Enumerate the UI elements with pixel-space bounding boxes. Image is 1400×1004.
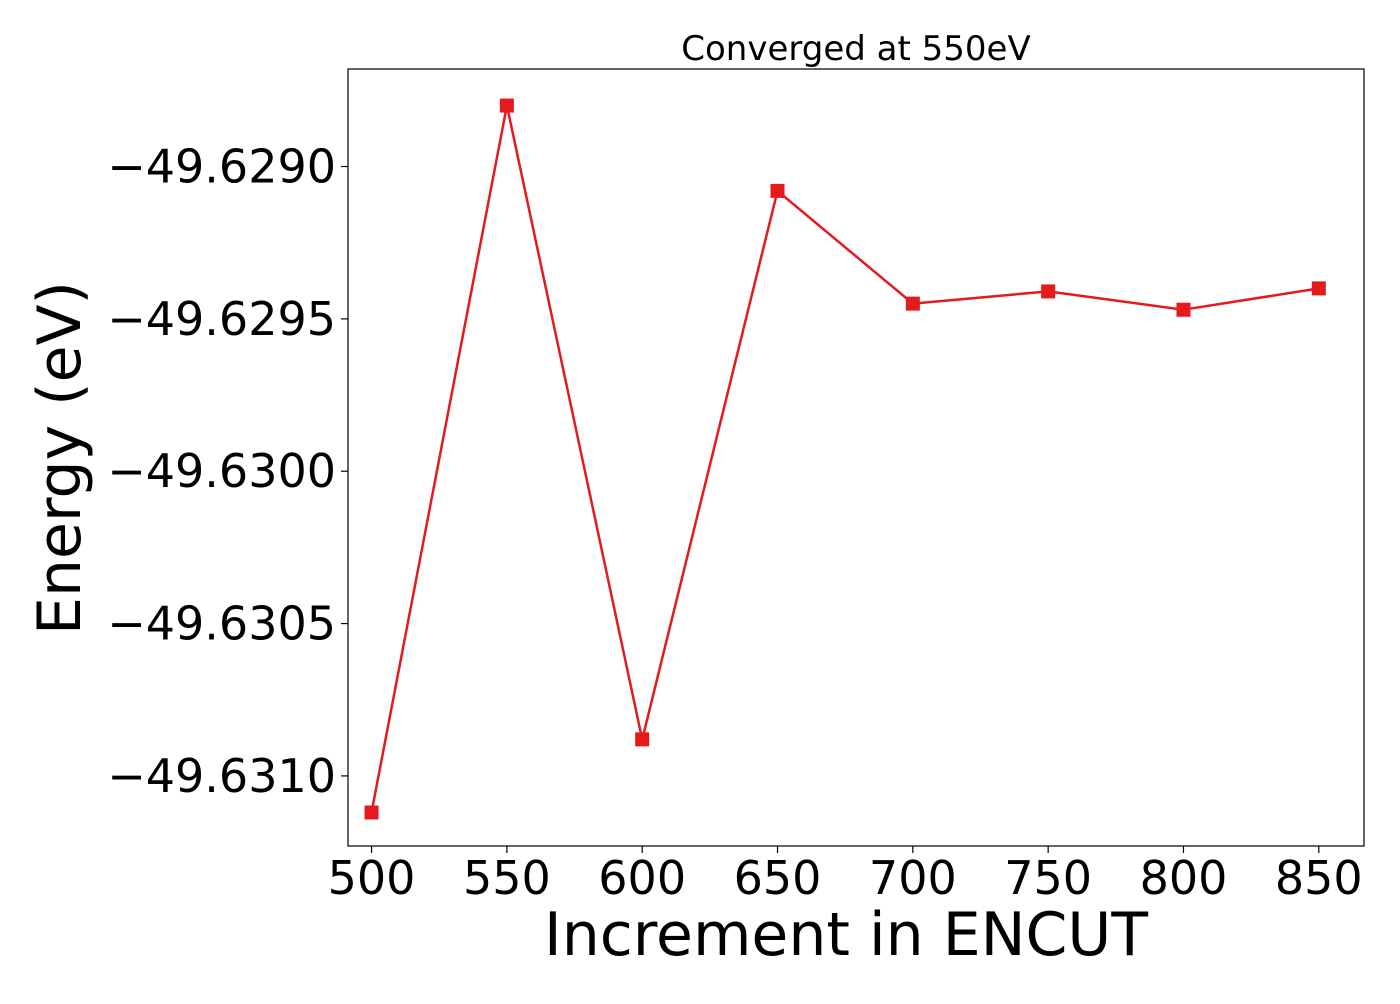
- x-axis-ticks: 500 550 600 650 700 750 800 850: [328, 846, 1363, 905]
- x-tick-label: 750: [1004, 851, 1092, 905]
- y-tick-label: −49.6305: [107, 597, 336, 651]
- data-point-marker: [1041, 284, 1056, 299]
- data-point-marker: [499, 98, 514, 113]
- x-tick-label: 550: [463, 851, 551, 905]
- x-axis-label: Increment in ENCUT: [544, 900, 1148, 970]
- y-tick-label: −49.6310: [107, 749, 336, 803]
- series-line: [370, 104, 1319, 813]
- x-tick-label: 800: [1140, 851, 1228, 905]
- y-axis-label: Energy (eV): [25, 281, 95, 635]
- data-point-marker: [905, 296, 920, 311]
- y-tick-label: −49.6295: [107, 292, 336, 346]
- x-tick-label: 600: [598, 851, 686, 905]
- data-point-marker: [364, 805, 379, 820]
- x-tick-label: 700: [869, 851, 957, 905]
- y-axis-ticks: −49.6290 −49.6295 −49.6300 −49.6305 −49.6310: [107, 140, 348, 803]
- x-tick-label: 650: [734, 851, 822, 905]
- y-tick-label: −49.6290: [107, 140, 336, 194]
- data-point-marker: [770, 183, 785, 198]
- data-point-marker: [635, 732, 650, 747]
- y-tick-label: −49.6300: [107, 444, 336, 498]
- data-point-marker: [1176, 302, 1191, 317]
- series-layer: [364, 98, 1326, 820]
- data-point-marker: [1311, 281, 1326, 296]
- x-tick-label: 850: [1275, 851, 1363, 905]
- chart-title: Converged at 550eV: [681, 29, 1030, 69]
- plot-frame: [347, 68, 1365, 847]
- x-tick-label: 500: [328, 851, 416, 905]
